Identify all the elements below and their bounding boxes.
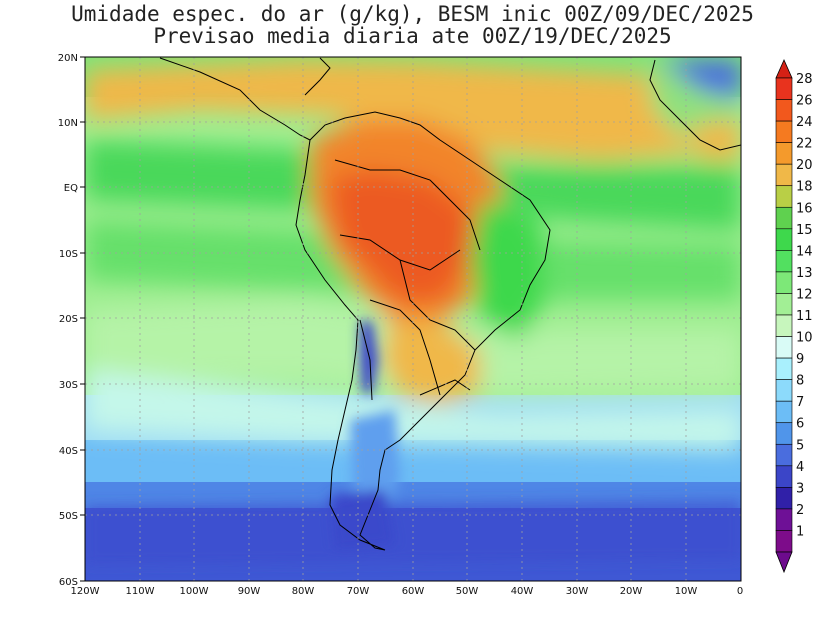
colorbar-block [775, 206, 793, 230]
lat-label: 60S [59, 577, 78, 588]
lon-label: 100W [180, 586, 209, 597]
coastlines [159, 57, 741, 551]
colorbar-label: 8 [796, 374, 804, 389]
colorbar-block [775, 530, 793, 553]
lon-label: 60W [402, 586, 425, 597]
colorbar-label: 24 [796, 115, 813, 130]
colorbar-block [775, 422, 793, 445]
colorbar-block [775, 508, 793, 531]
colorbar-block [775, 314, 793, 337]
colorbar-top-cap [775, 59, 793, 79]
lat-label: 20N [58, 53, 78, 64]
colorbar-label: 16 [796, 201, 813, 216]
colorbar-label: 12 [796, 287, 813, 302]
colorbar-block [775, 99, 793, 122]
lon-label: 20W [620, 586, 643, 597]
colorbar-block [775, 250, 793, 273]
lat-label: 10N [58, 118, 78, 129]
colorbar-label: 7 [796, 395, 804, 410]
lat-label: 10S [59, 249, 78, 260]
axis-ticks [80, 56, 85, 582]
colorbar-block [775, 293, 793, 316]
colorbar-block [775, 142, 793, 165]
lon-label: 80W [292, 586, 315, 597]
colorbar-label: 4 [796, 460, 804, 475]
lon-label: 120W [71, 586, 100, 597]
lon-label: 90W [238, 586, 261, 597]
colorbar-label: 26 [796, 94, 813, 109]
lat-label: EQ [64, 183, 78, 194]
graticule [85, 57, 741, 581]
colorbar-label: 3 [796, 481, 804, 496]
lat-label: 20S [59, 314, 78, 325]
lon-label: 10W [675, 586, 698, 597]
colorbar-label: 1 [796, 524, 804, 539]
colorbar-block [775, 185, 793, 208]
lon-label: 50W [456, 586, 479, 597]
colorbar-label: 14 [796, 244, 813, 259]
lon-label: 0 [737, 586, 743, 597]
colorbar-label: 6 [796, 417, 804, 432]
colorbar-block [775, 443, 793, 467]
map-frame [84, 56, 742, 582]
map-title-line2: Previsao media diaria ate 00Z/19/DEC/202… [153, 24, 672, 48]
colorbar-block [775, 400, 793, 424]
colorbar-block [775, 228, 793, 251]
humidity-field [85, 57, 741, 581]
colorbar: 28 26 24 22 20 18 16 15 14 13 12 11 10 9 8 7 6 5 4 3 2 1 [775, 59, 813, 574]
colorbar-label: 28 [796, 72, 813, 87]
lat-label: 40S [59, 446, 78, 457]
map-title-line1: Umidade espec. do ar (g/kg), BESM inic 0… [71, 2, 754, 26]
lon-label: 40W [511, 586, 534, 597]
lat-label: 50S [59, 511, 78, 522]
colorbar-block [775, 357, 793, 380]
colorbar-label: 9 [796, 352, 804, 367]
colorbar-block [775, 77, 793, 100]
colorbar-block [775, 379, 793, 402]
colorbar-label: 10 [796, 331, 813, 346]
colorbar-block [775, 487, 793, 510]
colorbar-block [775, 163, 793, 187]
colorbar-block [775, 465, 793, 488]
lon-label: 70W [347, 586, 370, 597]
lon-label: 30W [566, 586, 589, 597]
colorbar-block [775, 336, 793, 359]
colorbar-label: 15 [796, 223, 813, 238]
colorbar-block [775, 271, 793, 294]
colorbar-label: 22 [796, 137, 813, 152]
longitude-labels: 120W 110W 100W 90W 80W 70W 60W 50W 40W 3… [71, 586, 744, 597]
colorbar-label: 5 [796, 438, 804, 453]
colorbar-label: 18 [796, 180, 813, 195]
lon-label: 110W [126, 586, 155, 597]
colorbar-label: 2 [796, 503, 804, 518]
colorbar-block [775, 120, 793, 143]
lat-label: 30S [59, 380, 78, 391]
colorbar-label: 11 [796, 309, 813, 324]
latitude-labels: 20N 10N EQ 10S 20S 30S 40S 50S 60S [58, 53, 78, 588]
colorbar-bottom-cap [775, 551, 793, 574]
colorbar-label: 13 [796, 266, 813, 281]
colorbar-label: 20 [796, 158, 813, 173]
